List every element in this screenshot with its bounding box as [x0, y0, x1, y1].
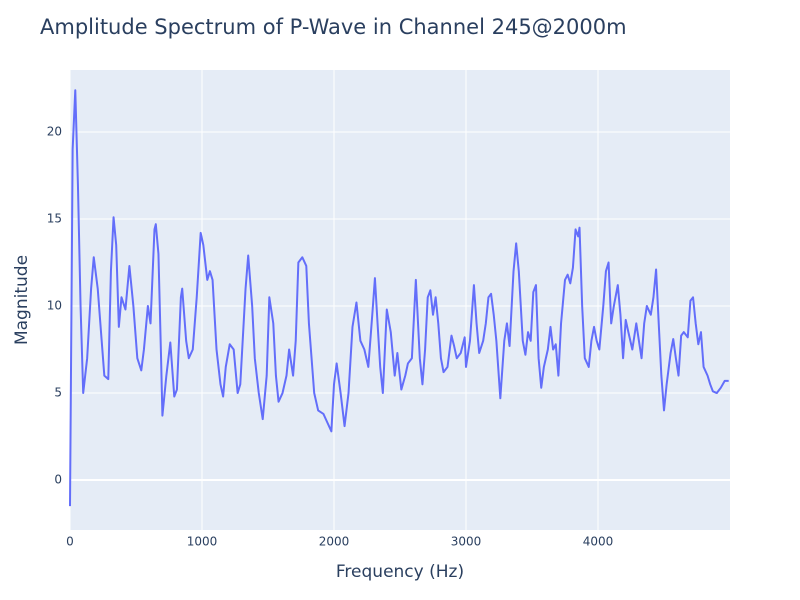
x-tick-label: 2000 [319, 535, 350, 549]
x-tick-label: 3000 [451, 535, 482, 549]
chart-title: Amplitude Spectrum of P-Wave in Channel … [40, 15, 627, 39]
plot-area [70, 70, 730, 530]
x-tick-label: 4000 [583, 535, 614, 549]
data-line [69, 89, 729, 507]
y-tick-label: 10 [47, 299, 62, 313]
x-axis-label: Frequency (Hz) [336, 562, 464, 582]
y-tick-label: 20 [47, 124, 62, 138]
x-tick-label: 0 [66, 535, 74, 549]
y-tick-label: 0 [54, 473, 62, 487]
x-tick-label: 1000 [187, 535, 218, 549]
y-tick-label: 5 [54, 386, 62, 400]
y-tick-label: 15 [47, 211, 62, 225]
y-axis-label: Magnitude [12, 255, 32, 345]
